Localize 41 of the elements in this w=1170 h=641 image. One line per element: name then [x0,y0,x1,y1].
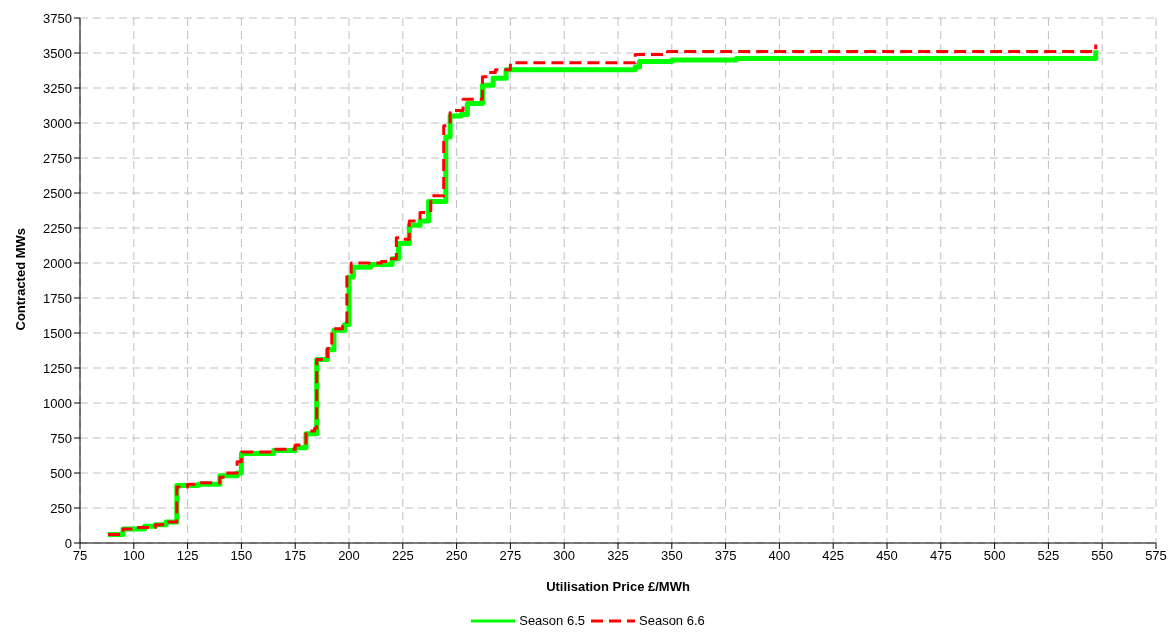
x-tick-label: 300 [553,548,576,564]
legend-label: Season 6.5 [518,613,585,628]
x-tick-label: 250 [445,548,468,564]
y-tick-label: 2750 [43,150,72,166]
x-tick-label: 425 [822,548,845,564]
y-tick-label: 2250 [43,220,72,236]
y-tick-label: 0 [64,535,72,551]
y-tick-label: 2500 [43,185,72,201]
x-tick-label: 550 [1091,548,1114,564]
y-tick-label: 750 [50,430,72,446]
x-tick-label: 575 [1145,548,1167,564]
y-axis-title: Contracted MWs [12,227,28,331]
y-tick-label: 500 [50,465,72,481]
x-tick-label: 350 [660,548,683,564]
legend-label: Season 6.6 [638,613,705,628]
y-tick-label: 1250 [43,360,72,376]
y-tick-label: 1750 [43,290,72,306]
x-tick-label: 100 [122,548,145,564]
y-tick-label: 3000 [43,115,72,131]
x-tick-label: 125 [176,548,199,564]
x-tick-label: 325 [607,548,629,564]
x-tick-label: 375 [714,548,737,564]
y-tick-label: 2000 [43,255,72,271]
y-tick-label: 3250 [43,80,72,96]
x-tick-label: 525 [1037,548,1060,564]
x-tick-label: 75 [72,548,88,564]
x-tick-label: 175 [284,548,307,564]
x-axis-title: Utilisation Price £/MWh [546,579,690,594]
x-tick-label: 275 [499,548,522,564]
x-tick-label: 450 [876,548,898,564]
x-tick-label: 200 [338,548,360,564]
x-tick-label: 400 [768,548,791,564]
y-tick-label: 3500 [43,45,72,61]
y-tick-label: 3750 [43,10,72,26]
x-tick-label: 225 [391,548,414,564]
x-tick-label: 150 [230,548,253,564]
x-tick-label: 475 [929,548,952,564]
y-tick-label: 1000 [43,395,72,411]
y-tick-label: 250 [50,500,72,516]
x-tick-label: 500 [983,548,1006,564]
y-tick-label: 1500 [43,325,72,341]
